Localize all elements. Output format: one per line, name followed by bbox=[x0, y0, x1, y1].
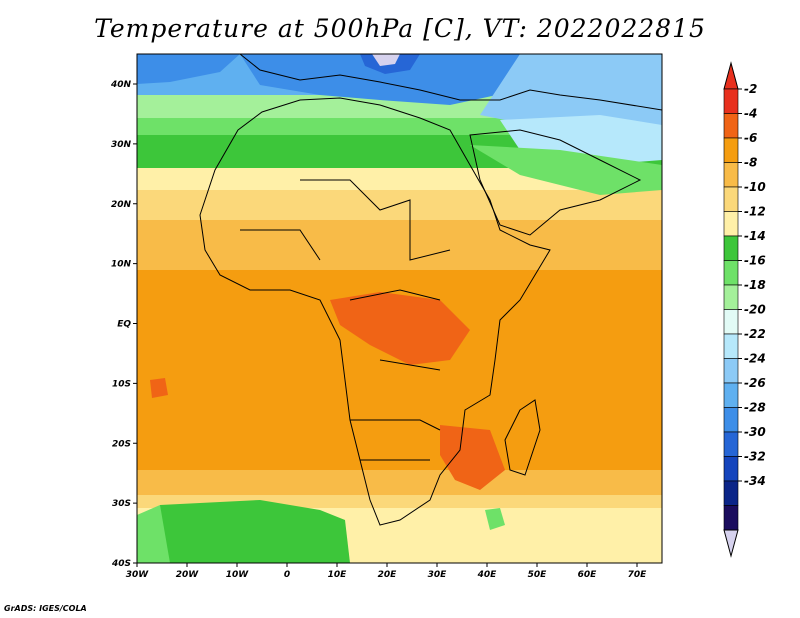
colorbar-label: -18 bbox=[744, 278, 766, 292]
credit-text: GrADS: IGES/COLA bbox=[4, 604, 87, 613]
colorbar-label: -28 bbox=[744, 401, 766, 415]
lon-tick-label: 60E bbox=[578, 570, 598, 580]
colorbar-segment bbox=[723, 407, 739, 433]
colorbar-segment bbox=[723, 480, 739, 506]
colorbar-label: -4 bbox=[744, 107, 757, 121]
colorbar-segment bbox=[723, 162, 739, 188]
africa-coastline bbox=[199, 97, 551, 526]
lon-tick-label: 70E bbox=[628, 570, 648, 580]
lon-tick-label: 50E bbox=[528, 570, 548, 580]
warm-congo bbox=[330, 292, 470, 365]
south-atlantic-lightgreen bbox=[137, 505, 170, 563]
country-borders bbox=[240, 179, 451, 461]
colorbar: -2 -4 -6 -8 -10 -12 -14 -16 -18 -20 -22 -24 -26 -28 -3… bbox=[723, 61, 766, 558]
colorbar-segment bbox=[723, 88, 739, 114]
colorbar-segment bbox=[723, 505, 739, 531]
colorbar-label: -6 bbox=[744, 131, 757, 145]
lon-tick-label: 10W bbox=[226, 570, 250, 580]
madagascar-outline bbox=[504, 399, 541, 476]
coldest-pool bbox=[372, 54, 400, 66]
lon-tick-label: 40E bbox=[477, 570, 498, 580]
longitude-axis: 30W 20W 10W 0 10E 20E 30E 40E 50E 60E 70E bbox=[126, 563, 647, 580]
colorbar-segment bbox=[723, 358, 739, 384]
colorbar-top-arrow bbox=[723, 61, 739, 90]
lat-tick-label: 10S bbox=[112, 379, 131, 389]
colorbar-segment bbox=[723, 113, 739, 139]
colorbar-label: -2 bbox=[744, 82, 757, 96]
warm-southern-strip bbox=[150, 378, 168, 398]
colorbar-label: -16 bbox=[744, 254, 766, 268]
colorbar-segment bbox=[723, 211, 739, 237]
lon-tick-label: 30E bbox=[428, 570, 448, 580]
coastlines bbox=[199, 54, 662, 526]
colorbar-segment bbox=[723, 309, 739, 335]
lon-tick-label: 20W bbox=[176, 570, 200, 580]
latitude-axis: 40N 30N 20N 10N EQ 10S 20S 30S 40S bbox=[110, 80, 137, 569]
colorbar-label: -10 bbox=[744, 180, 766, 194]
lat-tick-label: 10N bbox=[111, 260, 132, 270]
colorbar-segment bbox=[723, 284, 739, 310]
colorbar-segment bbox=[723, 333, 739, 359]
colorbar-label: -8 bbox=[744, 156, 757, 170]
lon-tick-label: 0 bbox=[284, 570, 290, 580]
colorbar-label: -22 bbox=[744, 327, 766, 341]
colorbar-segment bbox=[723, 137, 739, 163]
lat-tick-label: 30S bbox=[112, 499, 131, 509]
temperature-field bbox=[137, 54, 662, 563]
colorbar-label: -34 bbox=[744, 474, 766, 488]
lat-tick-label: 20N bbox=[111, 200, 132, 210]
south-atlantic-green bbox=[160, 500, 350, 563]
colorbar-label: -20 bbox=[744, 303, 766, 317]
colorbar-label: -24 bbox=[744, 352, 766, 366]
colorbar-segment bbox=[723, 260, 739, 286]
map-title: Temperature at 500hPa [C], VT: 202202281… bbox=[94, 14, 706, 43]
colorbar-segment bbox=[723, 456, 739, 482]
lat-tick-label: 40S bbox=[111, 559, 131, 569]
europe-outline bbox=[239, 54, 662, 111]
lon-tick-label: 20E bbox=[378, 570, 398, 580]
colorbar-label: -26 bbox=[744, 376, 766, 390]
colorbar-label: -30 bbox=[744, 425, 766, 439]
lon-tick-label: 10E bbox=[328, 570, 348, 580]
lon-tick-label: 30W bbox=[126, 570, 150, 580]
colorbar-segment bbox=[723, 382, 739, 408]
colorbar-label: -32 bbox=[744, 450, 766, 464]
colorbar-segment bbox=[723, 186, 739, 212]
north-west-blue bbox=[137, 54, 240, 84]
lat-tick-label: 20S bbox=[112, 439, 131, 449]
arabia-green bbox=[470, 145, 662, 195]
colorbar-segment bbox=[723, 431, 739, 457]
plot-frame bbox=[136, 53, 663, 564]
lat-tick-label: 40N bbox=[110, 80, 132, 90]
south-indian-green bbox=[485, 508, 505, 530]
arabia-outline bbox=[469, 129, 642, 236]
lat-tick-label: 30N bbox=[111, 140, 132, 150]
warm-mozambique bbox=[440, 425, 505, 490]
colorbar-bottom-arrow bbox=[723, 529, 739, 558]
colorbar-label: -12 bbox=[744, 205, 766, 219]
colorbar-segment bbox=[723, 235, 739, 261]
colorbar-label: -14 bbox=[744, 229, 766, 243]
lat-tick-label: EQ bbox=[117, 320, 131, 330]
